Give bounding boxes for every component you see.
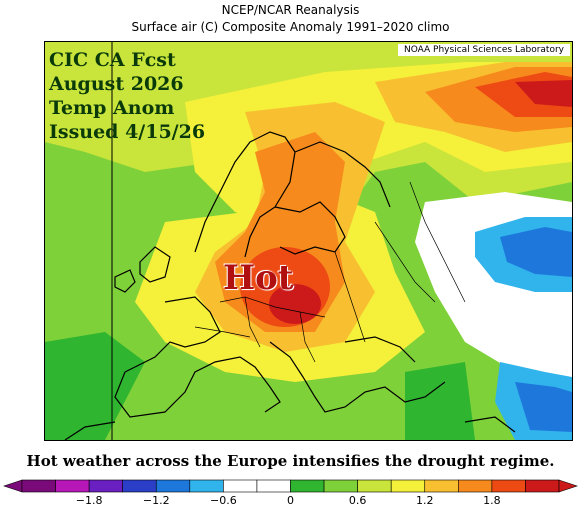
colorbar-bin (390, 479, 426, 493)
map-canvas (45, 42, 572, 440)
caption-text: Hot weather across the Europe intensifie… (26, 452, 555, 470)
colorbar-tick-label: −1.2 (142, 494, 170, 507)
colorbar-extend-high (558, 479, 578, 493)
colorbar (3, 479, 578, 493)
colorbar-bin (458, 479, 493, 493)
colorbar-bin (256, 479, 291, 493)
overlay-line-forecast: CIC CA Fcst (49, 49, 176, 71)
colorbar-bin (21, 479, 56, 493)
colorbar-bin (290, 479, 325, 493)
colorbar-bin (223, 479, 258, 493)
anomaly-cold-southeast-core (515, 382, 572, 432)
coastlines (64, 131, 516, 440)
colorbar-bin (155, 479, 191, 493)
colorbar-tick-label: 0.6 (348, 494, 367, 507)
colorbar-bin (189, 479, 224, 493)
colorbar-bin (357, 479, 392, 493)
hot-annotation: Hot (223, 258, 294, 298)
anomaly-cold-core (500, 227, 572, 277)
colorbar-bin (491, 479, 526, 493)
colorbar-tick-label: 1.8 (483, 494, 501, 507)
colorbar-bin (88, 479, 123, 493)
anomaly-band-green-se (405, 362, 475, 440)
overlay-line-month: August 2026 (49, 73, 184, 95)
anomaly-peak-europe (269, 284, 321, 324)
credit-label: NOAA Physical Sciences Laboratory (397, 44, 570, 56)
anomaly-band-green-sw (45, 332, 145, 440)
colorbar-tick-label: −0.6 (210, 494, 237, 507)
colorbar-extend-low (3, 479, 23, 493)
colorbar-tick-label: −1.8 (75, 494, 103, 507)
map-subtitle: Surface air (C) Composite Anomaly 1991–2… (131, 20, 450, 34)
colorbar-bin (323, 479, 358, 493)
colorbar-bin (55, 479, 90, 493)
colorbar-bin (424, 479, 459, 493)
colorbar-bin (525, 479, 560, 493)
overlay-line-variable: Temp Anom (49, 97, 175, 119)
colorbar-bin (122, 479, 157, 493)
country-borders (194, 181, 466, 363)
anomaly-map: NOAA Physical Sciences Laboratory CIC CA… (44, 41, 573, 441)
colorbar-tick-label: 0 (287, 494, 294, 507)
overlay-line-issued: Issued 4/15/26 (49, 121, 206, 143)
map-title: NCEP/NCAR Reanalysis (221, 3, 360, 17)
colorbar-tick-label: 1.2 (416, 494, 434, 507)
anomaly-peak-ne (515, 80, 572, 107)
